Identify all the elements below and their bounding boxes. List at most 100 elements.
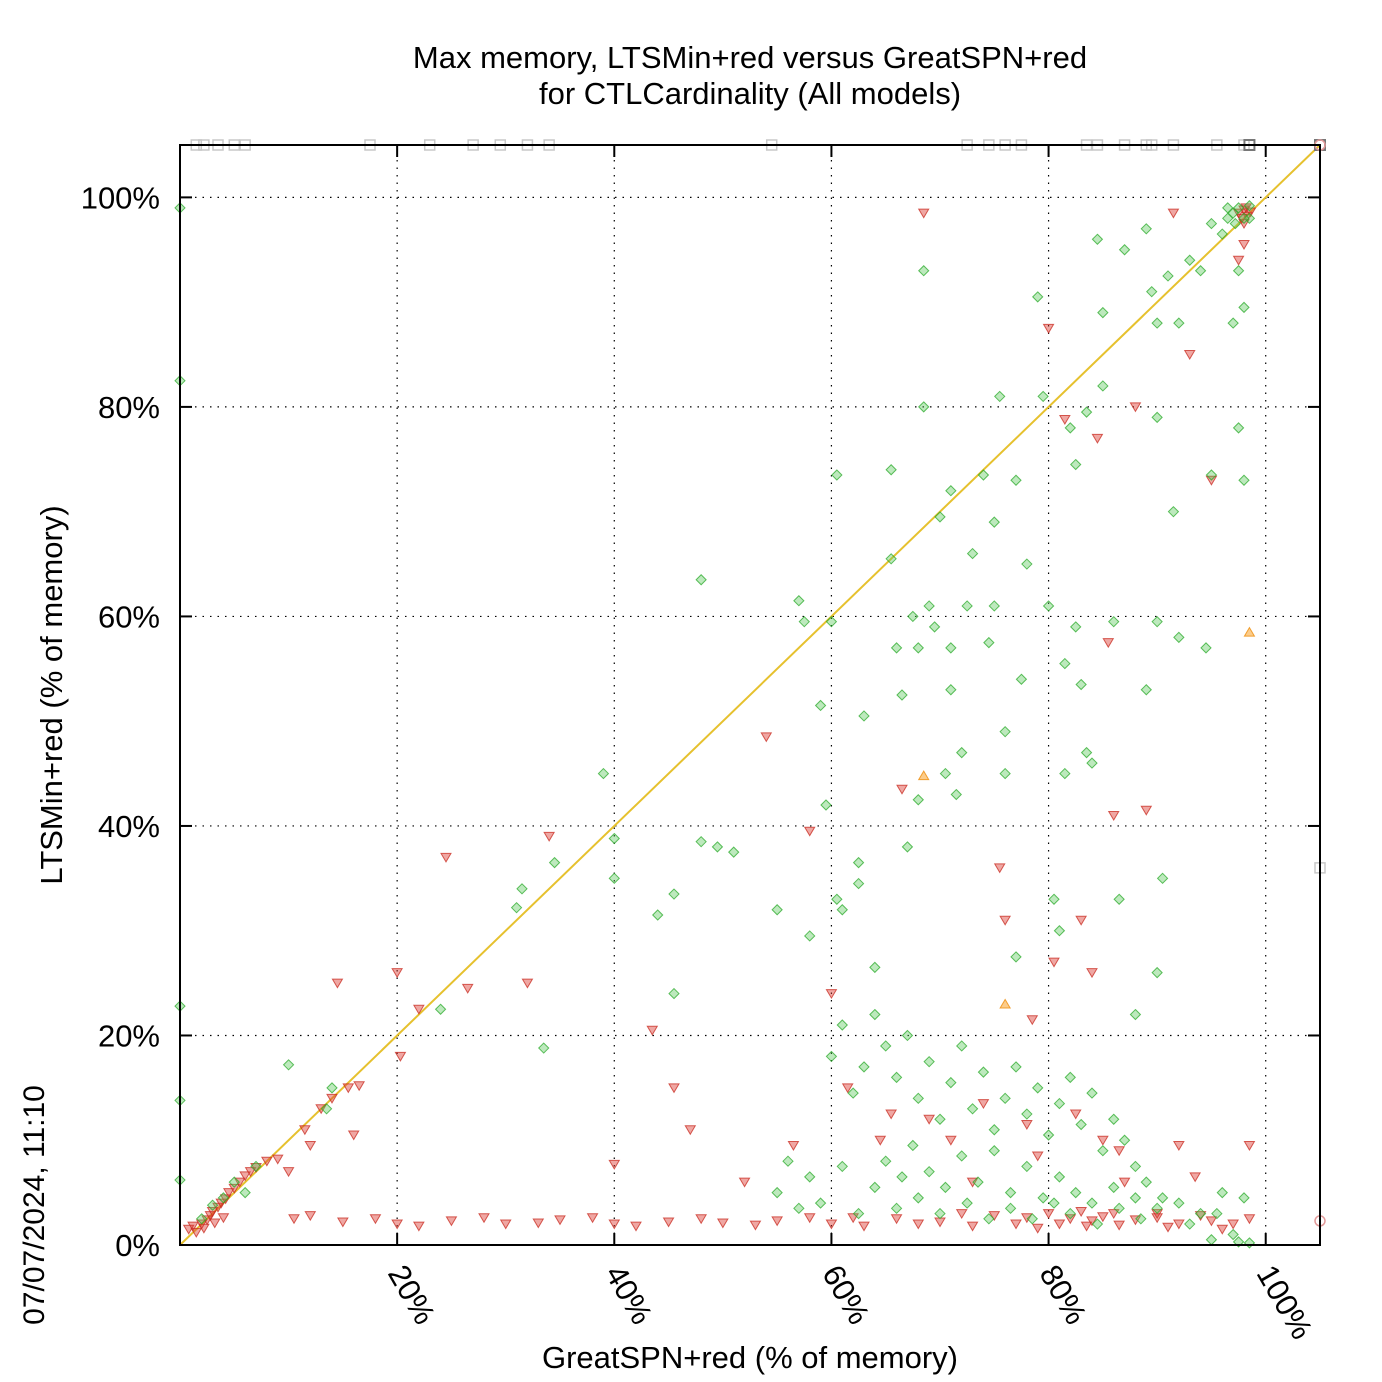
data-point-diamond [1108, 1181, 1120, 1194]
data-point-diamond [1151, 966, 1163, 979]
data-point-diamond [793, 595, 805, 607]
data-point-triangle-down [1151, 1213, 1164, 1224]
data-point-triangle-down [825, 989, 838, 1000]
data-point-triangle-up [917, 770, 930, 781]
data-point-diamond [1113, 1202, 1125, 1215]
data-point-triangle-down [716, 1218, 729, 1229]
data-point-diamond [1227, 1228, 1239, 1241]
data-point-diamond [1216, 228, 1228, 240]
data-point-diamond [217, 1192, 230, 1204]
data-point-triangle-down [586, 1213, 599, 1224]
data-point-diamond [1053, 1097, 1066, 1110]
data-point-diamond [999, 767, 1011, 780]
data-point-diamond [945, 684, 957, 696]
data-point-diamond [1108, 1113, 1120, 1125]
data-point-diamond [1064, 422, 1076, 434]
data-point-triangle-down [1026, 1015, 1039, 1026]
data-point-diamond [825, 1050, 838, 1063]
x-axis-label: GreatSPN+red (% of memory) [542, 1340, 958, 1375]
data-point-diamond [695, 574, 707, 586]
data-point-diamond [608, 872, 620, 885]
data-point-triangle-down [217, 1213, 230, 1224]
grid-lines [180, 145, 1320, 1245]
data-point-triangle-down [336, 1217, 349, 1228]
data-point-diamond [1037, 390, 1049, 403]
data-point-diamond [988, 1124, 1000, 1136]
data-point-triangle-down [1096, 1212, 1109, 1223]
data-point-diamond [1243, 1237, 1256, 1249]
data-point-triangle-down [1113, 1220, 1126, 1231]
timestamp: 07/07/2024, 11:10 [18, 1085, 51, 1325]
data-point-diamond [831, 893, 843, 905]
data-point-diamond [206, 1199, 219, 1211]
data-point-triangle-down [1129, 1215, 1142, 1226]
data-point-diamond [966, 547, 979, 560]
data-point-diamond [1097, 306, 1109, 319]
data-point-diamond [239, 1186, 251, 1199]
data-point-triangle-down [304, 1211, 317, 1222]
data-point-triangle-down [912, 1219, 925, 1230]
data-point-diamond [939, 1181, 952, 1194]
data-point-triangle-down [1140, 805, 1153, 816]
data-point-diamond [1037, 1192, 1049, 1204]
data-point-diamond [1064, 1207, 1076, 1220]
x-tick-label: 40% [598, 1259, 659, 1330]
data-point-triangle-down [1048, 957, 1060, 968]
data-point-diamond [326, 1082, 338, 1094]
data-point-triangle-down [1053, 1219, 1066, 1230]
data-point-triangle-down [1080, 1221, 1093, 1232]
data-point-diamond [928, 621, 941, 633]
data-point-diamond [1070, 458, 1082, 471]
data-point-diamond [847, 1087, 859, 1099]
data-point-triangle-down [608, 1219, 621, 1230]
data-point-diamond [1080, 746, 1093, 759]
x-tick-label: 60% [815, 1259, 876, 1330]
data-point-diamond [1200, 642, 1212, 654]
data-point-triangle-down [668, 1083, 680, 1094]
data-point-diamond [977, 469, 990, 481]
data-point-diamond [912, 794, 924, 806]
y-tick-label: 60% [98, 599, 160, 634]
data-point-triangle-down [250, 1162, 262, 1173]
data-point-diamond [548, 856, 561, 869]
data-point-triangle-down [412, 1221, 425, 1232]
data-point-triangle-down [1075, 915, 1088, 926]
data-point-triangle-down [858, 1221, 870, 1232]
data-point-diamond [771, 1186, 783, 1199]
data-point-diamond [1151, 615, 1163, 628]
data-point-triangle-down [347, 1130, 360, 1141]
data-point-diamond [934, 511, 946, 523]
data-point-triangle-down [353, 1081, 366, 1092]
data-point-diamond [728, 846, 740, 858]
data-point-diamond [988, 600, 1000, 612]
data-point-diamond [1129, 1008, 1142, 1021]
data-point-diamond [1151, 411, 1163, 424]
data-point-diamond [1151, 1202, 1163, 1215]
data-point-triangle-down [1162, 1222, 1174, 1233]
data-point-diamond [798, 615, 810, 628]
data-point-triangle-down [532, 1218, 545, 1229]
data-point-diamond [1075, 1118, 1087, 1131]
data-point-diamond [934, 1113, 946, 1125]
data-point-diamond [999, 725, 1011, 738]
data-point-triangle-down [478, 1213, 490, 1224]
data-point-triangle-down [896, 784, 908, 795]
data-point-triangle-down [841, 1083, 854, 1094]
data-point-diamond [804, 1171, 816, 1183]
data-point-triangle-down [260, 1156, 273, 1167]
y-tick-label: 20% [98, 1018, 160, 1053]
data-point-diamond [282, 1059, 295, 1071]
data-point-triangle-down [977, 1099, 990, 1110]
data-point-diamond [1205, 1234, 1218, 1246]
y-tick-label: 80% [98, 390, 160, 425]
data-point-triangle-down [1172, 1219, 1185, 1230]
data-point-diamond [1026, 1213, 1038, 1225]
diagonal-line [179, 144, 1321, 1246]
data-point-diamond [831, 469, 843, 481]
data-point-triangle-down [1129, 402, 1142, 413]
data-point-diamond [1135, 1213, 1147, 1225]
data-point-diamond [869, 961, 881, 974]
data-point-triangle-down [1042, 323, 1055, 334]
data-point-diamond [896, 689, 908, 701]
data-point-triangle-down [1243, 1214, 1256, 1225]
